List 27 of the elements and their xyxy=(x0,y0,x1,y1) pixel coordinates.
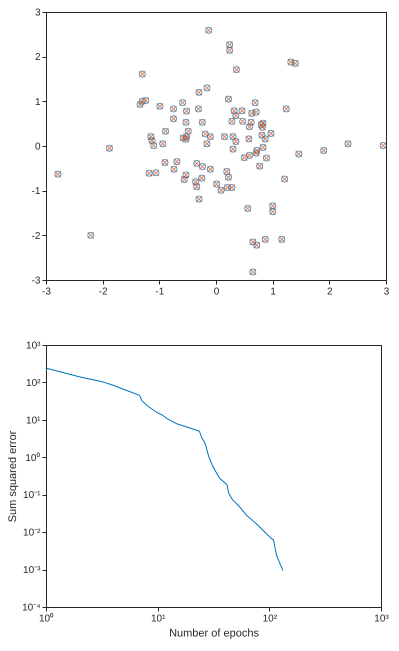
y-tick-label: -2 xyxy=(32,230,41,242)
y-tick-label: -3 xyxy=(32,276,41,286)
x-tick-label: -1 xyxy=(155,286,165,298)
x-axis-title: Number of epochs xyxy=(169,628,260,640)
y-tick-label: 3 xyxy=(34,8,41,18)
x-tick-label: 10¹ xyxy=(150,614,166,624)
x-tick-label: 1 xyxy=(270,286,276,298)
y-tick-label: 10⁻³ xyxy=(23,565,42,576)
y-tick-label: 10⁻⁴ xyxy=(22,602,40,614)
y-tick-label: 2 xyxy=(34,52,41,64)
x-tick-label: -2 xyxy=(98,286,108,298)
x-tick-label: 2 xyxy=(327,286,334,298)
x-tick-label: 0 xyxy=(214,286,220,298)
x-tick-label: 10² xyxy=(262,614,278,624)
y-tick-label: 10³ xyxy=(26,340,42,352)
y-tick-label: 0 xyxy=(34,142,41,152)
y-tick-label: 1 xyxy=(34,96,41,108)
y-tick-label: 10⁰ xyxy=(25,452,40,464)
y-tick-label: 10¹ xyxy=(26,415,42,426)
y-tick-label: -1 xyxy=(32,186,41,198)
x-tick-label: 3 xyxy=(384,286,390,298)
y-tick-label: 10⁻¹ xyxy=(23,490,42,502)
x-tick-label: -3 xyxy=(42,286,52,298)
y-tick-label: 10⁻² xyxy=(23,528,42,539)
x-tick-label: 10³ xyxy=(374,614,390,624)
y-tick-label: 10² xyxy=(26,378,42,389)
y-axis-title: Sum squared error xyxy=(7,430,20,522)
